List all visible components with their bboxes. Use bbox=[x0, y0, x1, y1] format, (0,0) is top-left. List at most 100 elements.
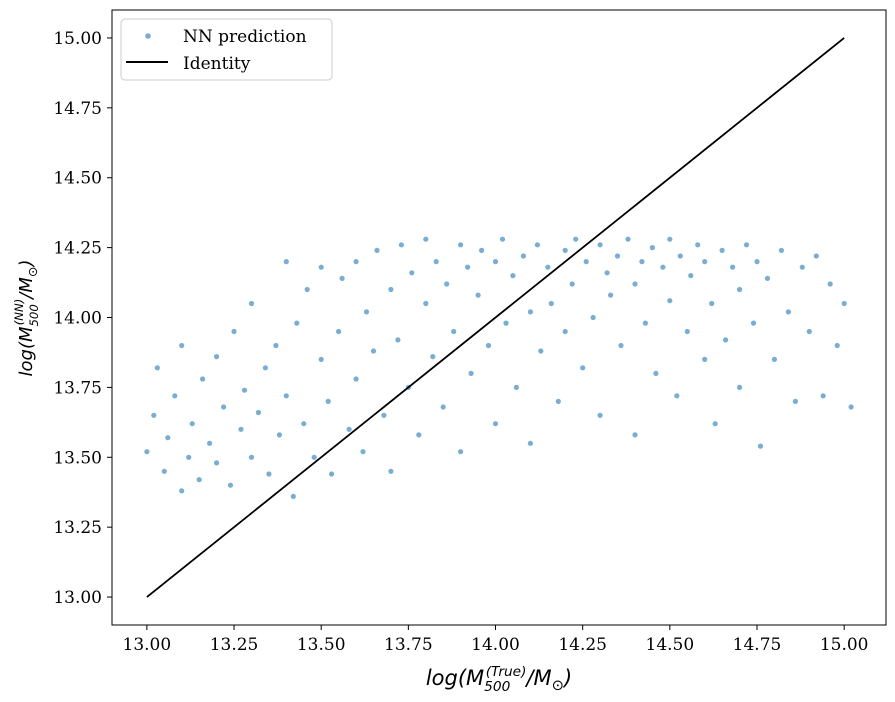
data-point bbox=[189, 421, 195, 427]
y-tick-label: 13.00 bbox=[53, 588, 102, 608]
data-point bbox=[653, 370, 659, 376]
data-point bbox=[757, 443, 764, 449]
data-point bbox=[660, 264, 666, 270]
data-point bbox=[214, 354, 220, 360]
data-point bbox=[604, 270, 610, 276]
data-point bbox=[590, 314, 596, 321]
x-tick-label: 14.50 bbox=[646, 635, 695, 655]
data-point bbox=[632, 281, 638, 287]
data-point bbox=[388, 286, 394, 293]
data-point bbox=[186, 454, 192, 460]
data-point bbox=[510, 273, 516, 279]
data-point bbox=[336, 328, 342, 335]
data-point bbox=[248, 300, 255, 307]
x-tick-label: 14.25 bbox=[558, 635, 607, 655]
data-point bbox=[632, 432, 638, 438]
data-point bbox=[255, 409, 261, 416]
data-point bbox=[737, 384, 743, 390]
data-point bbox=[262, 365, 268, 371]
data-point bbox=[433, 259, 439, 265]
data-point bbox=[527, 440, 534, 446]
y-tick-label: 13.25 bbox=[53, 518, 102, 538]
data-point bbox=[353, 259, 359, 265]
data-point bbox=[221, 404, 227, 410]
data-point bbox=[370, 348, 377, 354]
data-point bbox=[346, 426, 352, 432]
y-tick-label: 14.25 bbox=[53, 239, 102, 259]
data-point bbox=[423, 236, 429, 242]
data-point bbox=[485, 342, 492, 349]
data-point bbox=[639, 259, 645, 265]
data-point bbox=[737, 286, 743, 293]
legend: NN prediction Identity bbox=[120, 18, 333, 81]
x-tick-label: 13.50 bbox=[297, 635, 346, 655]
data-point bbox=[283, 393, 289, 399]
data-point bbox=[458, 449, 464, 455]
data-point bbox=[750, 320, 757, 326]
data-point bbox=[144, 449, 150, 455]
data-point bbox=[513, 384, 520, 390]
data-point bbox=[702, 259, 708, 265]
data-point bbox=[440, 404, 446, 410]
data-point bbox=[154, 365, 160, 371]
data-point bbox=[614, 253, 621, 259]
data-point bbox=[695, 242, 701, 248]
data-point bbox=[580, 365, 586, 371]
data-point bbox=[276, 432, 282, 438]
data-point bbox=[583, 259, 589, 265]
data-point bbox=[492, 259, 499, 265]
data-point bbox=[238, 426, 244, 432]
data-point bbox=[730, 264, 736, 270]
x-tick-label: 15.00 bbox=[820, 635, 869, 655]
y-axis-label: log(M500(NN)/M⊙) bbox=[12, 259, 41, 376]
identity-line-group bbox=[146, 37, 845, 598]
data-point bbox=[684, 328, 690, 335]
data-point bbox=[813, 253, 819, 259]
data-point bbox=[555, 398, 561, 404]
data-point bbox=[231, 328, 237, 335]
data-point bbox=[723, 337, 729, 343]
data-point bbox=[227, 482, 234, 488]
data-point bbox=[179, 488, 185, 494]
x-tick-label: 13.75 bbox=[384, 635, 433, 655]
y-tick-label: 14.75 bbox=[53, 99, 102, 119]
data-point bbox=[329, 471, 335, 477]
data-point bbox=[792, 398, 799, 404]
data-point bbox=[353, 376, 359, 382]
y-tick-label: 13.50 bbox=[53, 448, 102, 468]
x-tick-label: 14.75 bbox=[733, 635, 782, 655]
data-point bbox=[241, 387, 248, 393]
data-point bbox=[778, 247, 785, 253]
x-tick-label: 14.00 bbox=[471, 635, 520, 655]
data-point bbox=[597, 412, 603, 418]
data-point bbox=[151, 412, 157, 418]
data-point bbox=[172, 393, 178, 399]
scatter-points bbox=[144, 236, 854, 499]
data-point bbox=[475, 292, 481, 298]
data-point bbox=[395, 337, 401, 343]
data-point bbox=[667, 298, 673, 304]
data-point bbox=[827, 281, 833, 287]
data-point bbox=[618, 342, 624, 349]
data-point bbox=[381, 412, 387, 418]
data-point bbox=[785, 309, 792, 315]
data-point bbox=[388, 468, 394, 474]
data-point bbox=[200, 376, 206, 382]
data-point bbox=[667, 236, 673, 242]
data-point bbox=[754, 259, 760, 265]
data-point bbox=[534, 242, 541, 248]
data-point bbox=[562, 328, 568, 335]
data-point bbox=[214, 460, 220, 466]
data-point bbox=[423, 300, 429, 307]
data-point bbox=[363, 309, 370, 315]
identity-line bbox=[146, 37, 845, 598]
y-axis-ticks: 13.00 13.25 13.50 13.75 14.00 14.25 14.50 14.75… bbox=[53, 29, 112, 608]
legend-label-nn-prediction: NN prediction bbox=[183, 27, 307, 47]
data-point bbox=[290, 493, 296, 499]
data-point bbox=[451, 328, 457, 335]
data-point bbox=[318, 264, 324, 270]
data-point bbox=[520, 253, 527, 259]
data-point bbox=[207, 440, 213, 446]
legend-box bbox=[120, 18, 333, 81]
